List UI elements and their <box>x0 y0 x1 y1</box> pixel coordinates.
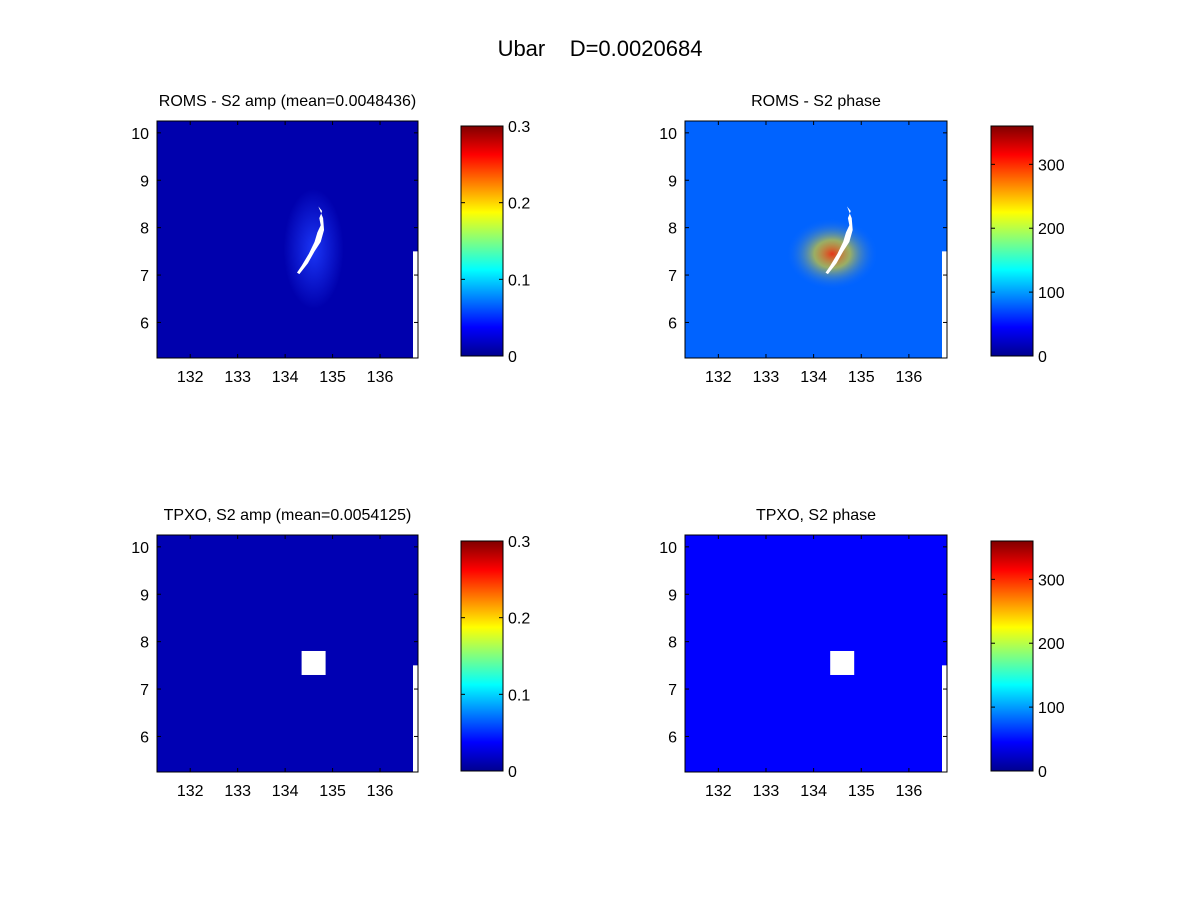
colorbar-tick-label: 0 <box>1038 349 1047 366</box>
axes-box <box>156 534 419 773</box>
y-tick-label: 10 <box>659 540 677 557</box>
y-tick-label: 9 <box>140 173 149 190</box>
panel-1: ROMS - S2 amp (mean=0.0048436) 132 133 134 1… <box>131 93 530 386</box>
x-tick-label: 132 <box>177 783 204 800</box>
y-tick-label: 7 <box>668 268 677 285</box>
colorbar-tick-label: 0.1 <box>508 687 530 704</box>
x-tick-label: 135 <box>319 783 346 800</box>
land-mask <box>830 650 855 675</box>
y-tick-label: 6 <box>668 729 677 746</box>
x-tick-label: 132 <box>705 369 732 386</box>
colorbar-tick-label: 300 <box>1038 572 1065 589</box>
y-tick-label: 9 <box>668 587 677 604</box>
panel-title: ROMS - S2 amp (mean=0.0048436) <box>159 93 416 110</box>
phase-anomaly <box>787 218 878 289</box>
colorbar <box>990 125 1034 357</box>
colorbar-tick-label: 200 <box>1038 636 1065 653</box>
x-tick-label: 135 <box>848 369 875 386</box>
edge-mask <box>942 665 947 772</box>
x-tick-label: 132 <box>177 369 204 386</box>
y-tick-label: 9 <box>668 173 677 190</box>
colorbar-tick-label: 0.1 <box>508 272 530 289</box>
colorbar-tick-label: 100 <box>1038 285 1065 302</box>
heatmap-field <box>157 535 418 772</box>
panel-title: TPXO, S2 amp (mean=0.0054125) <box>164 507 412 524</box>
y-tick-label: 8 <box>668 221 677 238</box>
figure-title: Ubar D=0.0020684 <box>498 36 703 61</box>
y-tick-label: 8 <box>140 635 149 652</box>
colorbar <box>460 125 504 357</box>
x-tick-label: 134 <box>800 783 827 800</box>
heatmap-field <box>685 535 947 772</box>
panel-title: TPXO, S2 phase <box>756 507 876 524</box>
y-tick-label: 10 <box>131 126 149 143</box>
y-tick-label: 10 <box>131 540 149 557</box>
x-tick-label: 136 <box>896 783 923 800</box>
y-tick-label: 7 <box>140 268 149 285</box>
panel-3: TPXO, S2 amp (mean=0.0054125) 132 133 134 13… <box>131 507 530 800</box>
colorbar <box>990 540 1034 772</box>
land-mask <box>825 206 853 275</box>
colorbar-tick-label: 0.2 <box>508 196 530 213</box>
x-tick-label: 133 <box>753 783 780 800</box>
axes-box <box>684 120 948 359</box>
x-tick-label: 136 <box>367 369 394 386</box>
land-mask <box>301 650 326 675</box>
panel-title: ROMS - S2 phase <box>751 93 881 110</box>
x-tick-label: 134 <box>272 783 299 800</box>
y-tick-label: 9 <box>140 587 149 604</box>
x-tick-label: 135 <box>319 369 346 386</box>
edge-mask <box>942 251 947 358</box>
y-tick-label: 10 <box>659 126 677 143</box>
y-tick-label: 6 <box>668 315 677 332</box>
y-tick-label: 7 <box>140 682 149 699</box>
edge-mask <box>413 251 418 358</box>
x-tick-label: 132 <box>705 783 732 800</box>
axes-box <box>684 534 948 773</box>
y-tick-label: 6 <box>140 729 149 746</box>
colorbar-tick-label: 0.3 <box>508 534 530 551</box>
y-tick-label: 6 <box>140 315 149 332</box>
x-tick-label: 136 <box>367 783 394 800</box>
colorbar-tick-label: 0.2 <box>508 611 530 628</box>
land-mask <box>296 206 325 275</box>
panels: ROMS - S2 amp (mean=0.0048436) 132 133 134 1… <box>131 93 1065 800</box>
colorbar-tick-label: 100 <box>1038 700 1065 717</box>
colorbar-tick-label: 200 <box>1038 221 1065 238</box>
colorbar-tick-label: 300 <box>1038 157 1065 174</box>
y-tick-label: 8 <box>668 635 677 652</box>
x-tick-label: 136 <box>896 369 923 386</box>
colorbar <box>460 540 504 772</box>
x-tick-label: 134 <box>800 369 827 386</box>
y-tick-label: 8 <box>140 221 149 238</box>
axes-box <box>156 120 419 359</box>
colorbar-tick-label: 0 <box>508 349 517 366</box>
colorbar-tick-label: 0 <box>508 764 517 781</box>
edge-mask <box>413 665 418 772</box>
x-tick-label: 134 <box>272 369 299 386</box>
x-tick-label: 133 <box>224 369 251 386</box>
x-tick-label: 133 <box>753 369 780 386</box>
colorbar-tick-label: 0 <box>1038 764 1047 781</box>
x-tick-label: 135 <box>848 783 875 800</box>
x-tick-label: 133 <box>224 783 251 800</box>
colorbar-tick-label: 0.3 <box>508 119 530 136</box>
y-tick-label: 7 <box>668 682 677 699</box>
